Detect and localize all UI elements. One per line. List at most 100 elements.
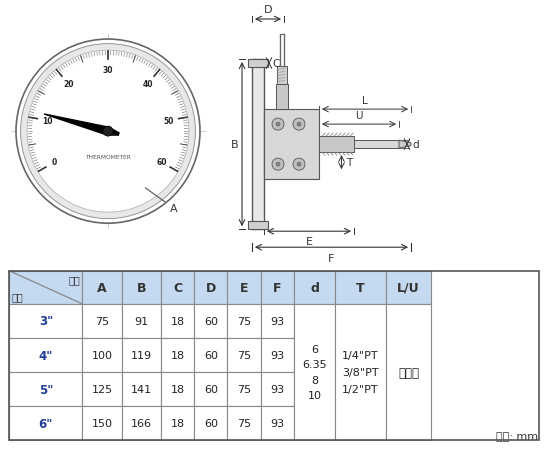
- Polygon shape: [44, 115, 119, 136]
- Bar: [194, 372, 228, 406]
- Circle shape: [272, 159, 284, 171]
- Text: E: E: [305, 237, 312, 247]
- Text: 119: 119: [131, 350, 152, 360]
- Text: 50: 50: [163, 117, 174, 126]
- Text: 5": 5": [39, 383, 53, 396]
- Bar: [228, 406, 261, 440]
- Bar: [228, 304, 261, 338]
- Circle shape: [297, 163, 301, 167]
- Bar: [261, 271, 294, 304]
- Text: C: C: [173, 281, 182, 294]
- Bar: [194, 338, 228, 372]
- Text: 60: 60: [156, 158, 167, 167]
- Bar: [9, 372, 82, 406]
- Text: d: d: [412, 140, 419, 150]
- Bar: [354, 141, 399, 149]
- Text: 30: 30: [103, 66, 113, 75]
- Bar: [122, 338, 161, 372]
- Circle shape: [20, 45, 195, 219]
- Bar: [194, 304, 228, 338]
- Circle shape: [276, 123, 280, 127]
- Bar: [161, 271, 194, 304]
- Circle shape: [16, 40, 200, 224]
- Bar: [82, 372, 122, 406]
- Bar: [294, 271, 335, 304]
- Circle shape: [293, 119, 305, 131]
- Text: 10: 10: [42, 117, 53, 126]
- Bar: [261, 304, 294, 338]
- Text: 依指定: 依指定: [398, 366, 419, 379]
- Text: 93: 93: [271, 350, 284, 360]
- Bar: [122, 406, 161, 440]
- Text: D: D: [206, 281, 216, 294]
- Text: 18: 18: [170, 350, 184, 360]
- Bar: [248, 60, 268, 68]
- Text: B: B: [230, 140, 238, 150]
- Bar: [228, 372, 261, 406]
- Circle shape: [27, 51, 189, 213]
- Text: 20: 20: [63, 80, 74, 89]
- Bar: [161, 338, 194, 372]
- Bar: [161, 406, 194, 440]
- Bar: [161, 304, 194, 338]
- Text: 1/4"PT
3/8"PT
1/2"PT: 1/4"PT 3/8"PT 1/2"PT: [342, 350, 378, 395]
- Bar: [319, 137, 354, 153]
- Text: 75: 75: [237, 316, 251, 326]
- Bar: [261, 406, 294, 440]
- Bar: [228, 271, 261, 304]
- Bar: [9, 271, 82, 304]
- Text: 75: 75: [237, 384, 251, 394]
- Text: 18: 18: [170, 384, 184, 394]
- Text: 40: 40: [142, 80, 153, 89]
- Text: T: T: [346, 158, 353, 168]
- Bar: [276, 85, 288, 110]
- Bar: [264, 110, 319, 180]
- Text: 4": 4": [39, 349, 53, 362]
- Text: 60: 60: [204, 419, 218, 428]
- Text: 尺寸: 尺寸: [69, 274, 80, 284]
- Bar: [82, 338, 122, 372]
- Text: 單位: mm: 單位: mm: [497, 431, 538, 442]
- Text: F: F: [328, 253, 335, 264]
- Bar: [82, 271, 122, 304]
- Text: 93: 93: [271, 419, 284, 428]
- Bar: [335, 304, 386, 440]
- Text: 93: 93: [271, 384, 284, 394]
- Text: T: T: [356, 281, 365, 294]
- Text: d: d: [310, 281, 319, 294]
- Text: THERMOMETER: THERMOMETER: [85, 155, 131, 160]
- Bar: [335, 271, 386, 304]
- Text: 60: 60: [204, 384, 218, 394]
- Circle shape: [276, 163, 280, 167]
- Text: A: A: [97, 281, 107, 294]
- Bar: [228, 338, 261, 372]
- Bar: [122, 372, 161, 406]
- Text: U: U: [355, 111, 363, 121]
- Bar: [252, 60, 264, 230]
- Text: 166: 166: [131, 419, 152, 428]
- Text: 125: 125: [91, 384, 113, 394]
- Text: D: D: [264, 5, 272, 15]
- Bar: [294, 304, 335, 440]
- Text: 6": 6": [39, 417, 53, 430]
- Text: 141: 141: [131, 384, 152, 394]
- Bar: [194, 271, 228, 304]
- Text: 18: 18: [170, 419, 184, 428]
- Text: 75: 75: [95, 316, 109, 326]
- Bar: [122, 271, 161, 304]
- Text: 93: 93: [271, 316, 284, 326]
- Text: B: B: [136, 281, 146, 294]
- Text: E: E: [240, 281, 249, 294]
- Bar: [82, 406, 122, 440]
- Circle shape: [272, 119, 284, 131]
- Text: 6
6.35
8
10: 6 6.35 8 10: [302, 344, 327, 400]
- Bar: [386, 271, 431, 304]
- Bar: [122, 304, 161, 338]
- Polygon shape: [399, 141, 411, 149]
- Bar: [82, 304, 122, 338]
- Bar: [9, 338, 82, 372]
- Bar: [9, 304, 82, 338]
- Circle shape: [293, 159, 305, 171]
- Bar: [9, 406, 82, 440]
- Text: 75: 75: [237, 419, 251, 428]
